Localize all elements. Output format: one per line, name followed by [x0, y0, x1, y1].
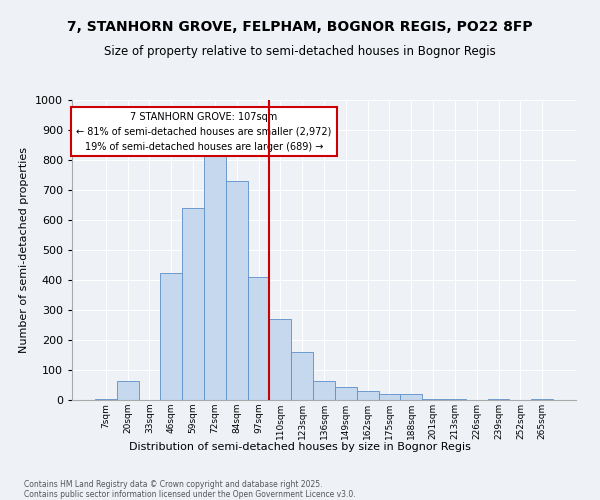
Bar: [400, 394, 422, 400]
Y-axis label: Number of semi-detached properties: Number of semi-detached properties: [19, 147, 29, 353]
Bar: [379, 394, 400, 400]
Text: Size of property relative to semi-detached houses in Bognor Regis: Size of property relative to semi-detach…: [104, 45, 496, 58]
Bar: [95, 398, 117, 400]
Bar: [444, 398, 466, 400]
Bar: [204, 154, 226, 400]
Bar: [182, 208, 204, 400]
Text: Distribution of semi-detached houses by size in Bognor Regis: Distribution of semi-detached houses by …: [129, 442, 471, 452]
Bar: [531, 398, 553, 400]
Bar: [357, 391, 379, 400]
Bar: [269, 319, 291, 400]
Text: 7, STANHORN GROVE, FELPHAM, BOGNOR REGIS, PO22 8FP: 7, STANHORN GROVE, FELPHAM, BOGNOR REGIS…: [67, 20, 533, 34]
Bar: [422, 398, 444, 400]
Bar: [117, 380, 139, 400]
Bar: [226, 181, 248, 400]
Bar: [291, 352, 313, 400]
Bar: [160, 272, 182, 400]
Bar: [335, 386, 357, 400]
Text: Contains HM Land Registry data © Crown copyright and database right 2025.
Contai: Contains HM Land Registry data © Crown c…: [24, 480, 356, 500]
Text: 7 STANHORN GROVE: 107sqm
← 81% of semi-detached houses are smaller (2,972)
19% o: 7 STANHORN GROVE: 107sqm ← 81% of semi-d…: [76, 112, 332, 152]
Bar: [488, 398, 509, 400]
Bar: [313, 380, 335, 400]
Bar: [248, 277, 269, 400]
